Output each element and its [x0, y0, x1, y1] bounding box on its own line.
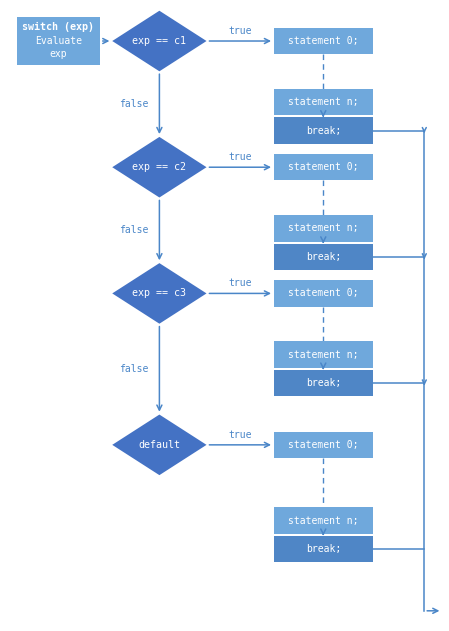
- Text: statement n;: statement n;: [288, 350, 359, 360]
- Text: statement 0;: statement 0;: [288, 36, 359, 46]
- FancyBboxPatch shape: [274, 28, 373, 54]
- FancyBboxPatch shape: [274, 370, 373, 396]
- Text: false: false: [119, 225, 148, 235]
- Text: statement n;: statement n;: [288, 516, 359, 526]
- Polygon shape: [112, 137, 207, 198]
- Text: exp == c1: exp == c1: [132, 36, 186, 46]
- Text: Evaluate: Evaluate: [35, 36, 82, 46]
- Text: true: true: [229, 26, 252, 36]
- FancyBboxPatch shape: [274, 215, 373, 242]
- Text: break;: break;: [306, 252, 341, 262]
- Polygon shape: [112, 263, 207, 324]
- FancyBboxPatch shape: [274, 536, 373, 562]
- Text: statement 0;: statement 0;: [288, 162, 359, 172]
- FancyBboxPatch shape: [274, 117, 373, 144]
- Text: statement n;: statement n;: [288, 223, 359, 233]
- Text: statement 0;: statement 0;: [288, 440, 359, 450]
- Polygon shape: [112, 415, 207, 475]
- Text: switch (exp): switch (exp): [22, 22, 94, 32]
- Text: default: default: [138, 440, 180, 450]
- Polygon shape: [112, 11, 207, 71]
- FancyBboxPatch shape: [274, 432, 373, 458]
- Text: break;: break;: [306, 378, 341, 388]
- Text: exp == c2: exp == c2: [132, 162, 186, 172]
- FancyBboxPatch shape: [274, 89, 373, 115]
- Text: true: true: [229, 278, 252, 288]
- Text: exp: exp: [49, 49, 67, 59]
- FancyBboxPatch shape: [17, 17, 100, 65]
- Text: break;: break;: [306, 126, 341, 136]
- Text: false: false: [119, 364, 148, 374]
- Text: statement 0;: statement 0;: [288, 288, 359, 298]
- Text: true: true: [229, 152, 252, 162]
- Text: statement n;: statement n;: [288, 97, 359, 107]
- Text: false: false: [119, 99, 148, 109]
- FancyBboxPatch shape: [274, 280, 373, 307]
- FancyBboxPatch shape: [274, 507, 373, 534]
- Text: true: true: [229, 430, 252, 440]
- FancyBboxPatch shape: [274, 244, 373, 270]
- Text: exp == c3: exp == c3: [132, 288, 186, 298]
- FancyBboxPatch shape: [274, 341, 373, 368]
- Text: break;: break;: [306, 544, 341, 554]
- FancyBboxPatch shape: [274, 154, 373, 180]
